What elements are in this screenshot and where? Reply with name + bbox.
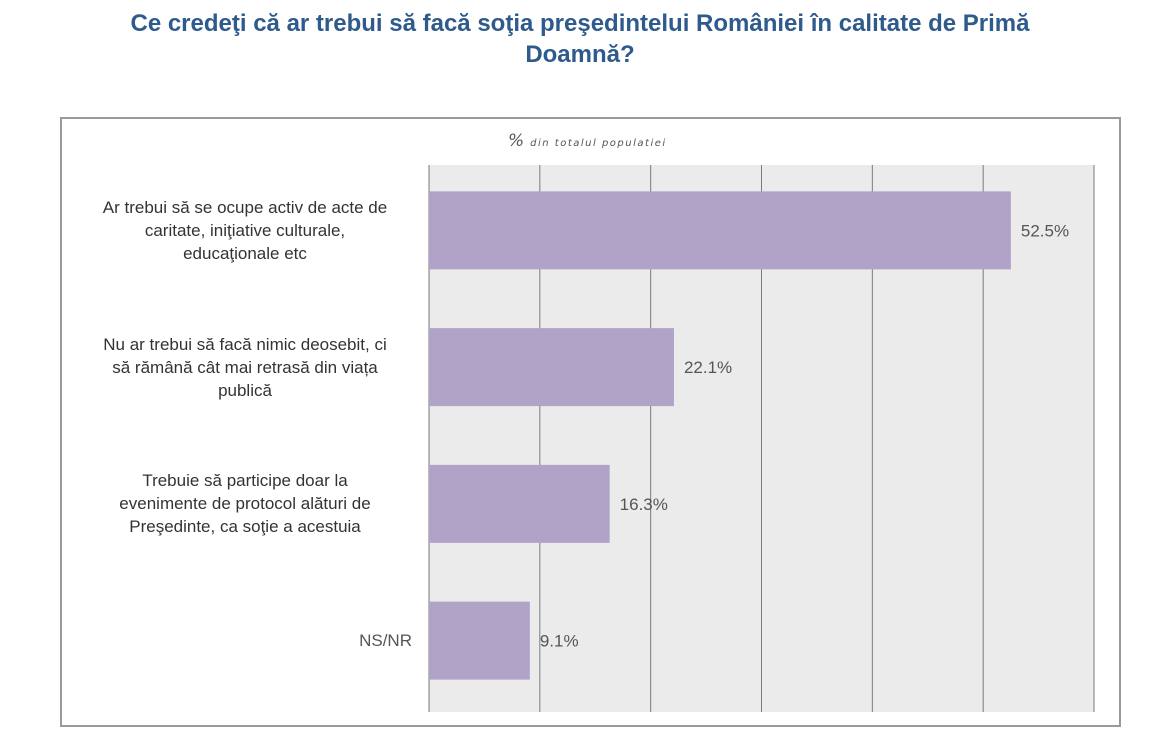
category-label-4-line-1: NS/NR xyxy=(359,631,412,651)
category-label-3-line-2: evenimente de protocol alături de xyxy=(119,494,371,514)
category-label-1: Ar trebui să se ocupe activ de acte de ca… xyxy=(75,196,415,265)
category-label-2-line-1: Nu ar trebui să facă nimic deosebit, ci xyxy=(103,334,387,354)
bar-2 xyxy=(429,328,674,407)
chart-title-line-1: Ce credeţi că ar trebui să facă soţia pr… xyxy=(130,10,1030,37)
unit-label-text: din totalul populatiei xyxy=(530,138,667,149)
unit-label: % din totalul populatiei xyxy=(508,131,667,151)
category-label-2-line-2: să rămână cât mai retrasă din viața xyxy=(112,357,378,377)
category-label-1-line-3: educaţionale etc xyxy=(183,243,307,263)
category-label-2: Nu ar trebui să facă nimic deosebit, ci s… xyxy=(75,333,415,402)
value-label-1: 52.5% xyxy=(1021,221,1069,240)
category-label-4: NS/NR xyxy=(72,629,412,652)
bar-3 xyxy=(429,464,610,543)
chart-title-line-2: Doamnă? xyxy=(525,41,635,68)
category-label-1-line-2: caritate, iniţiative culturale, xyxy=(144,220,346,240)
value-label-2: 22.1% xyxy=(684,358,732,377)
category-label-3-line-3: Preşedinte, ca soţie a acestuia xyxy=(129,517,361,537)
unit-percent-sign: % xyxy=(508,131,525,151)
category-label-3: Trebuie să participe doar la evenimente d… xyxy=(75,469,415,538)
bar-4 xyxy=(429,601,530,680)
value-label-3: 16.3% xyxy=(620,495,668,514)
category-label-1-line-1: Ar trebui să se ocupe activ de acte de xyxy=(102,197,388,217)
value-label-4: 9.1% xyxy=(540,632,579,651)
category-label-3-line-1: Trebuie să participe doar la xyxy=(142,471,348,491)
bar-1 xyxy=(429,191,1011,270)
chart-title: Ce credeţi că ar trebui să facă soţia pr… xyxy=(60,8,1100,70)
category-label-2-line-3: publică xyxy=(218,380,272,400)
